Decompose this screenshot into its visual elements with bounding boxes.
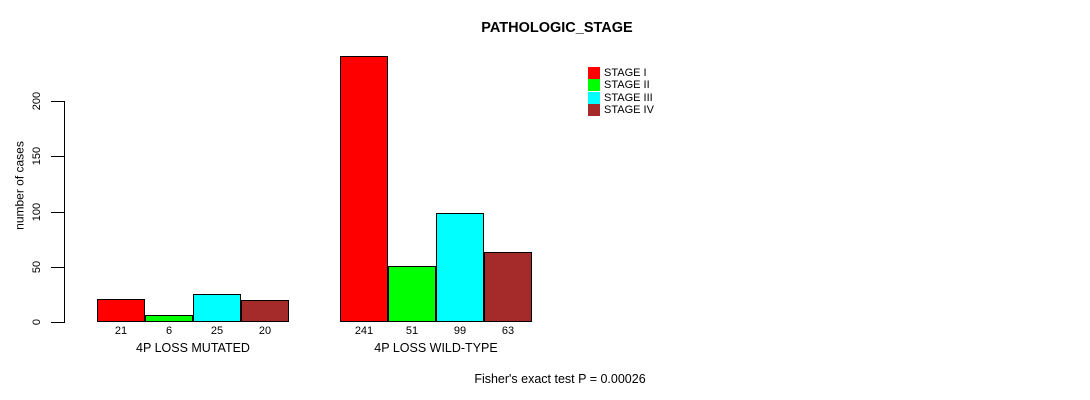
y-axis-label: number of cases [12,141,27,230]
bar-stage-i-4p-loss-mutated [97,299,145,322]
y-axis-tick-0 [51,322,64,323]
y-axis-tick-200 [51,101,64,102]
y-axis-tick-150 [51,156,64,157]
y-axis-tick-label-100: 100 [31,202,43,222]
y-axis-tick-label-50: 50 [31,260,43,274]
y-axis-tick-50 [51,267,64,268]
bar-stage-iv-4p-loss-wild-type [484,252,532,322]
bar-value-stage-iii-4p-loss-mutated: 25 [210,325,224,337]
group-label-4p-loss-mutated: 4P LOSS MUTATED [136,341,250,355]
y-axis-tick-label-150: 150 [31,146,43,166]
group-label-4p-loss-wild-type: 4P LOSS WILD-TYPE [374,341,498,355]
bar-stage-i-4p-loss-wild-type [340,56,388,322]
bar-stage-ii-4p-loss-mutated [145,315,193,322]
legend-label-stage-ii: STAGE II [604,79,650,91]
legend-swatch-stage-i [588,67,600,79]
bar-value-stage-i-4p-loss-wild-type: 241 [354,325,374,337]
y-axis-line [64,101,65,323]
legend-swatch-stage-iii [588,92,600,104]
annotation-text: Fisher's exact test P = 0.00026 [474,372,646,386]
bar-stage-iv-4p-loss-mutated [241,300,289,322]
bar-stage-iii-4p-loss-wild-type [436,213,484,322]
y-axis-tick-100 [51,212,64,213]
bar-value-stage-iii-4p-loss-wild-type: 99 [453,325,467,337]
chart-title: PATHOLOGIC_STAGE [481,20,633,36]
legend-swatch-stage-ii [588,79,600,91]
legend-label-stage-iii: STAGE III [604,92,653,104]
y-axis-tick-label-0: 0 [31,318,43,326]
bar-stage-iii-4p-loss-mutated [193,294,241,322]
legend-label-stage-i: STAGE I [604,67,647,79]
bar-value-stage-iv-4p-loss-mutated: 20 [258,325,272,337]
legend-label-stage-iv: STAGE IV [604,104,654,116]
bar-value-stage-ii-4p-loss-wild-type: 51 [405,325,419,337]
y-axis-tick-label-200: 200 [31,91,43,111]
bar-value-stage-ii-4p-loss-mutated: 6 [165,325,173,337]
bar-stage-ii-4p-loss-wild-type [388,266,436,322]
bar-value-stage-i-4p-loss-mutated: 21 [114,325,128,337]
bar-value-stage-iv-4p-loss-wild-type: 63 [501,325,515,337]
legend-swatch-stage-iv [588,104,600,116]
